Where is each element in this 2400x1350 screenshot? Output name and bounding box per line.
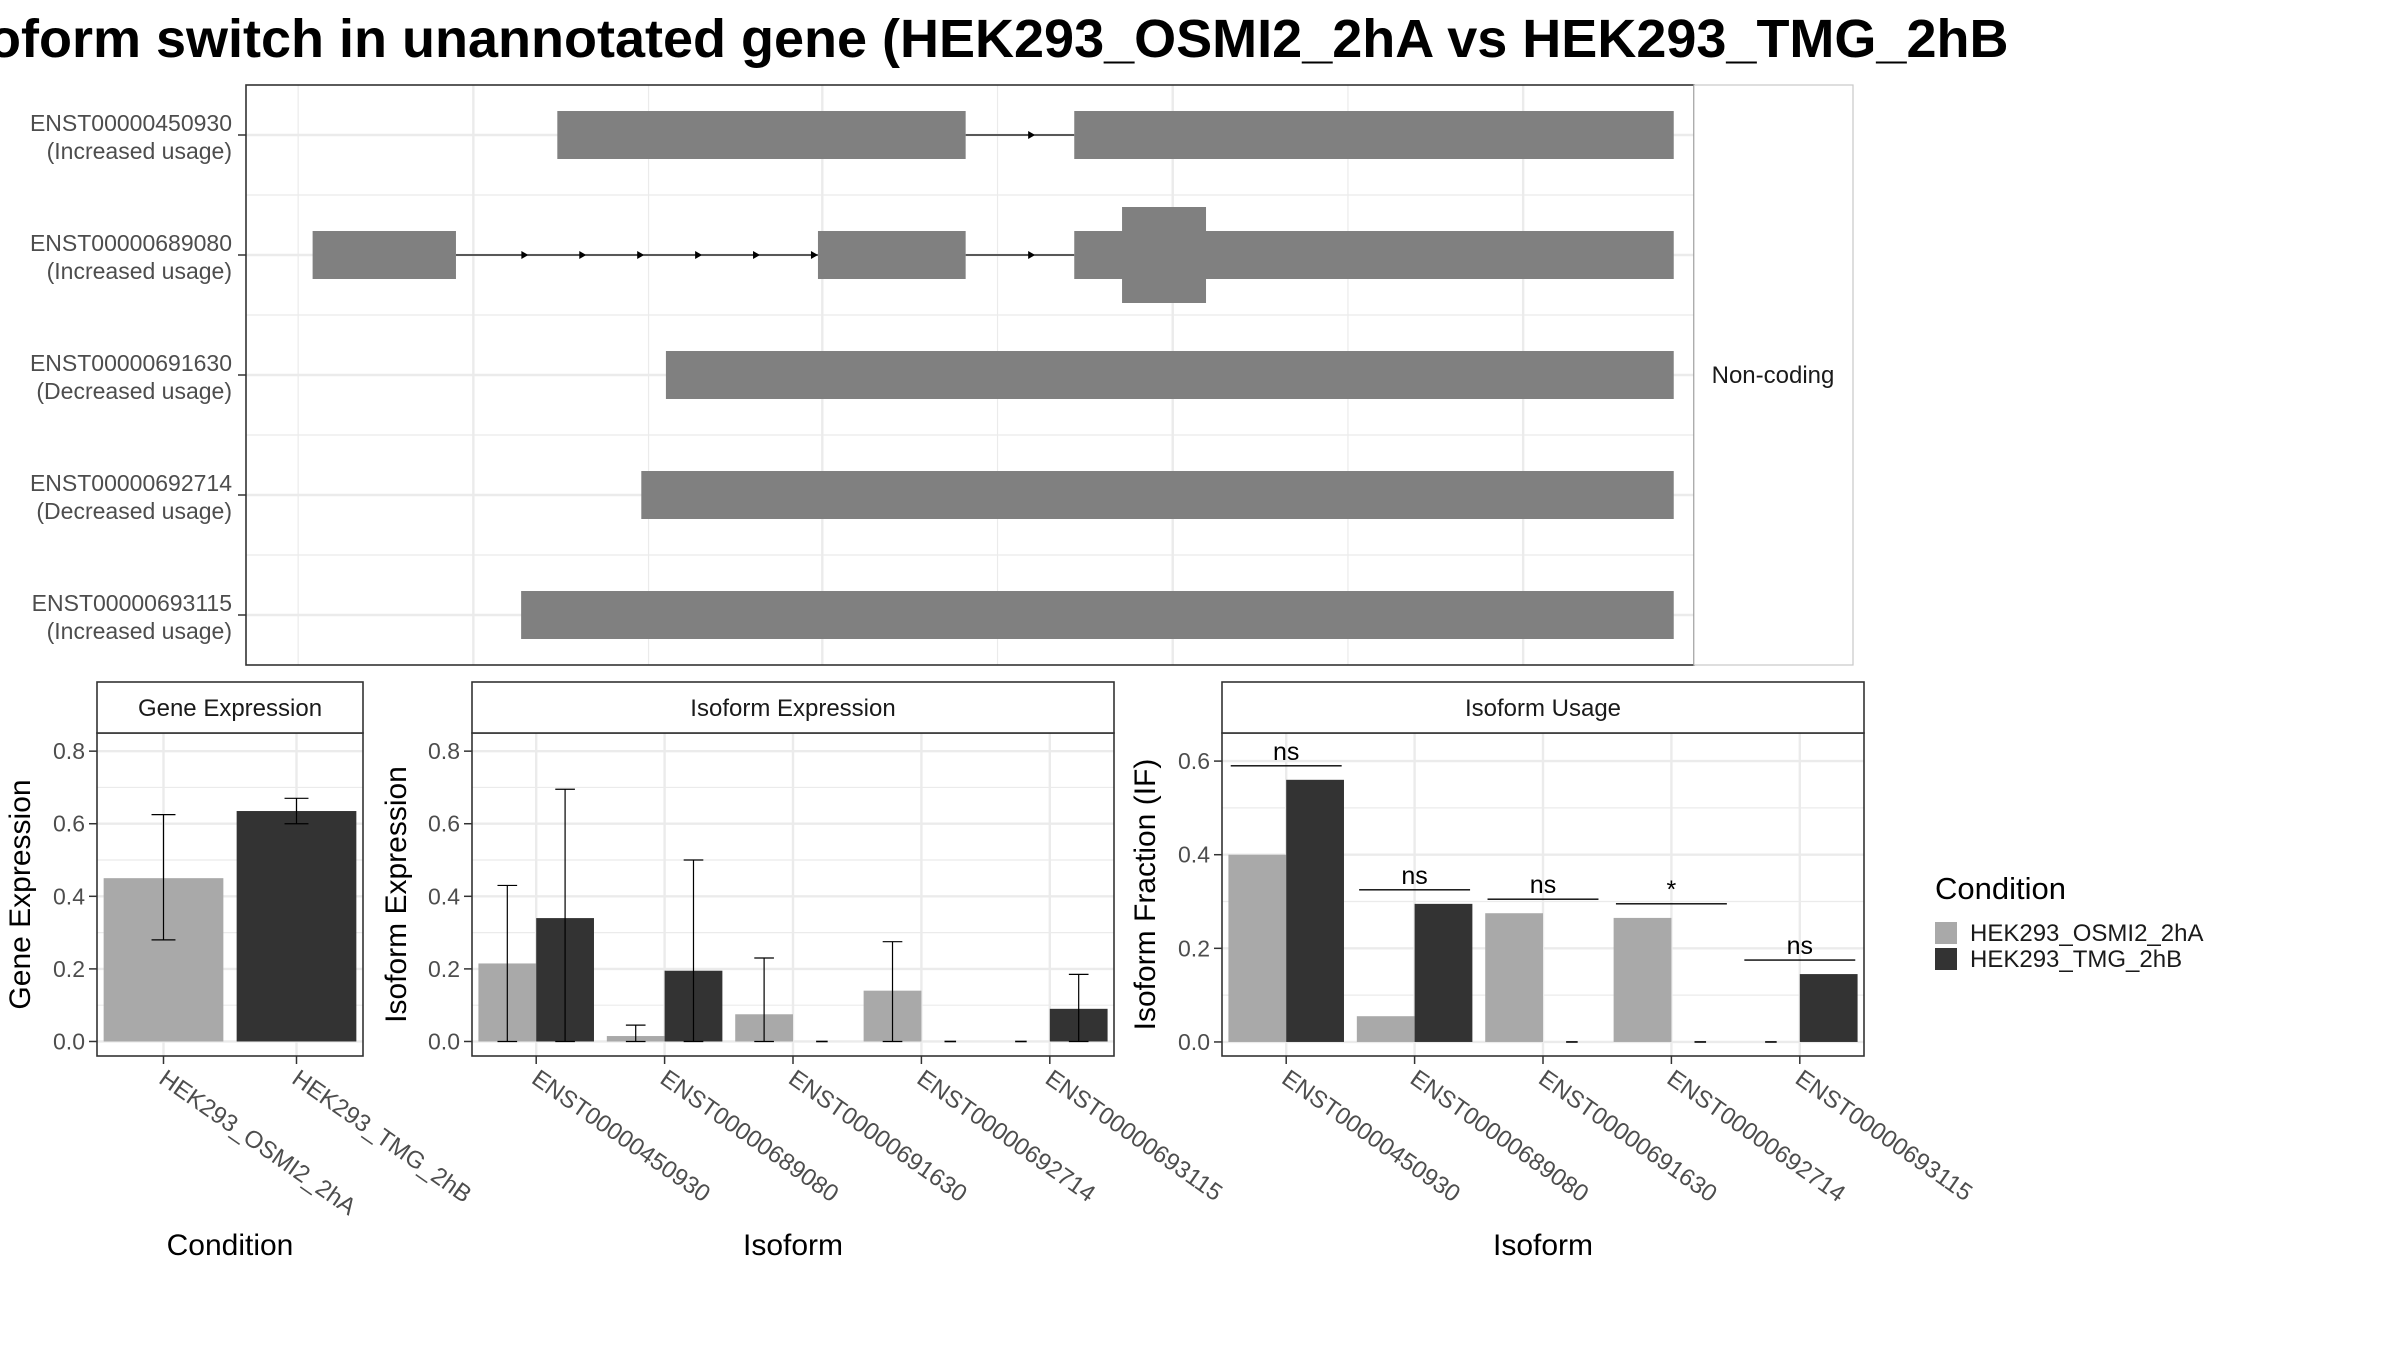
significance-label: * <box>1667 876 1677 904</box>
bar <box>1613 917 1672 1042</box>
transcript-usage-label: (Increased usage) <box>47 258 232 284</box>
bar <box>1356 1016 1415 1042</box>
significance-label: ns <box>1530 871 1556 899</box>
transcript-usage-label: (Increased usage) <box>47 138 232 164</box>
y-tick-label: 0.4 <box>53 883 85 909</box>
transcript-label: ENST00000689080 <box>30 230 232 256</box>
bar <box>1485 913 1543 1042</box>
transcript-label: ENST00000693115 <box>32 590 232 616</box>
strip-label: Non-coding <box>1712 362 1835 389</box>
figure-title: oform switch in unannotated gene (HEK293… <box>0 9 2008 69</box>
transcript-usage-label: (Decreased usage) <box>36 498 232 524</box>
exon-block <box>665 351 1674 399</box>
y-tick-label: 0.6 <box>53 811 85 837</box>
exon-block <box>312 231 456 279</box>
strip-label: Isoform Expression <box>690 695 895 722</box>
bar <box>1414 903 1473 1042</box>
transcript-structure-panel: ENST00000450930(Increased usage)ENST0000… <box>30 84 1854 666</box>
y-axis-label: Isoform Fraction (IF) <box>1129 759 1162 1031</box>
intron-arrow <box>1028 251 1036 259</box>
legend-item-label: HEK293_OSMI2_2hA <box>1970 920 2203 947</box>
significance-label: ns <box>1787 932 1813 960</box>
exon-block <box>641 471 1674 519</box>
y-tick-label: 0.6 <box>1178 748 1210 774</box>
intron-arrow <box>579 251 587 259</box>
y-tick-label: 0.0 <box>1178 1029 1210 1055</box>
significance-label: ns <box>1401 862 1427 890</box>
y-tick-label: 0.0 <box>53 1028 85 1054</box>
bar <box>1286 779 1344 1042</box>
legend-swatch <box>1935 948 1957 970</box>
strip-background <box>1693 84 1854 666</box>
y-tick-label: 0.4 <box>428 883 460 909</box>
x-axis-label: Isoform <box>743 1229 843 1262</box>
y-tick-label: 0.0 <box>428 1028 460 1054</box>
y-tick-label: 0.2 <box>428 956 460 982</box>
strip-background <box>471 681 1115 734</box>
intron-arrow <box>753 251 761 259</box>
y-axis-label: Isoform Expression <box>380 766 413 1023</box>
y-tick-label: 0.4 <box>1178 842 1210 868</box>
intron-arrow <box>1028 131 1036 139</box>
legend-item-label: HEK293_TMG_2hB <box>1970 946 2182 973</box>
intron-arrow <box>637 251 645 259</box>
transcript-label: ENST00000450930 <box>30 110 232 136</box>
y-tick-label: 0.2 <box>53 956 85 982</box>
y-tick-label: 0.8 <box>428 738 460 764</box>
transcript-label: ENST00000692714 <box>30 470 232 496</box>
exon-block-tall <box>1122 207 1207 303</box>
x-axis-label: Isoform <box>1493 1229 1593 1262</box>
exon-block <box>1074 111 1674 159</box>
strip-label: Gene Expression <box>138 695 322 722</box>
transcript-usage-label: (Decreased usage) <box>36 378 232 404</box>
y-axis-label: Gene Expression <box>4 779 37 1009</box>
y-tick-label: 0.6 <box>428 811 460 837</box>
bar <box>1228 854 1287 1042</box>
exon-block <box>521 591 1674 639</box>
y-tick-label: 0.8 <box>53 738 85 764</box>
intron-arrow <box>810 251 818 259</box>
strip-label: Isoform Usage <box>1465 695 1621 722</box>
isoform-expression-panel: Isoform Expression0.00.20.40.60.8ENST000… <box>380 681 1227 1262</box>
transcript-label: ENST00000691630 <box>30 350 232 376</box>
legend-title: Condition <box>1935 871 2066 906</box>
legend-swatch <box>1935 922 1957 944</box>
y-tick-label: 0.2 <box>1178 935 1210 961</box>
bar <box>1799 974 1858 1042</box>
x-axis-label: Condition <box>167 1229 294 1262</box>
intron-arrow <box>695 251 703 259</box>
intron-arrow <box>521 251 529 259</box>
exon-block <box>817 231 966 279</box>
strip-background <box>1221 681 1865 734</box>
bar <box>236 811 357 1042</box>
significance-label: ns <box>1273 738 1299 766</box>
strip-background <box>96 681 364 734</box>
transcript-usage-label: (Increased usage) <box>47 618 232 644</box>
exon-block <box>557 111 966 159</box>
